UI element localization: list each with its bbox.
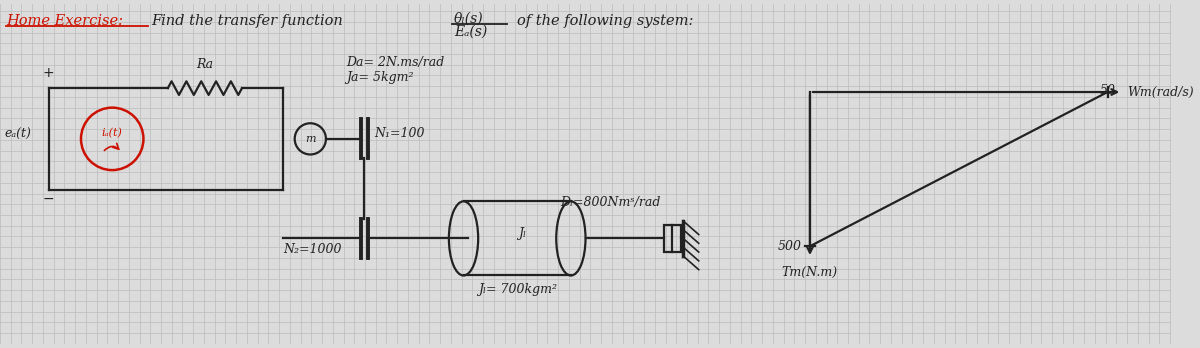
Text: 500: 500 xyxy=(778,240,802,253)
Text: N₁=100: N₁=100 xyxy=(374,127,425,141)
Text: Eₐ(s): Eₐ(s) xyxy=(454,25,487,39)
Text: Jₗ= 700kgm²: Jₗ= 700kgm² xyxy=(478,283,557,296)
Text: N₂=1000: N₂=1000 xyxy=(283,243,342,256)
Bar xyxy=(664,225,682,252)
Text: Find the transfer function: Find the transfer function xyxy=(151,14,343,28)
Text: Da= 2N.ms/rad: Da= 2N.ms/rad xyxy=(347,56,445,69)
Text: Dₗ=800Nmˢ/rad: Dₗ=800Nmˢ/rad xyxy=(559,196,660,209)
Text: Wm(rad/s): Wm(rad/s) xyxy=(1127,86,1194,98)
Text: Tm(N.m): Tm(N.m) xyxy=(782,266,838,279)
Text: Jₗ: Jₗ xyxy=(518,227,526,240)
Text: іₐ(t): іₐ(t) xyxy=(102,128,122,138)
Text: m: m xyxy=(305,134,316,144)
Text: 50: 50 xyxy=(1099,84,1116,97)
Text: +: + xyxy=(43,66,55,80)
Text: of the following system:: of the following system: xyxy=(517,14,694,28)
Text: Ja= 5kgm²: Ja= 5kgm² xyxy=(347,71,414,84)
Text: Home Exercise:: Home Exercise: xyxy=(6,14,122,28)
Text: eₐ(t): eₐ(t) xyxy=(5,127,31,141)
Text: Ra: Ra xyxy=(197,57,214,71)
Text: θₗ(s): θₗ(s) xyxy=(454,12,484,26)
Text: −: − xyxy=(43,191,55,206)
